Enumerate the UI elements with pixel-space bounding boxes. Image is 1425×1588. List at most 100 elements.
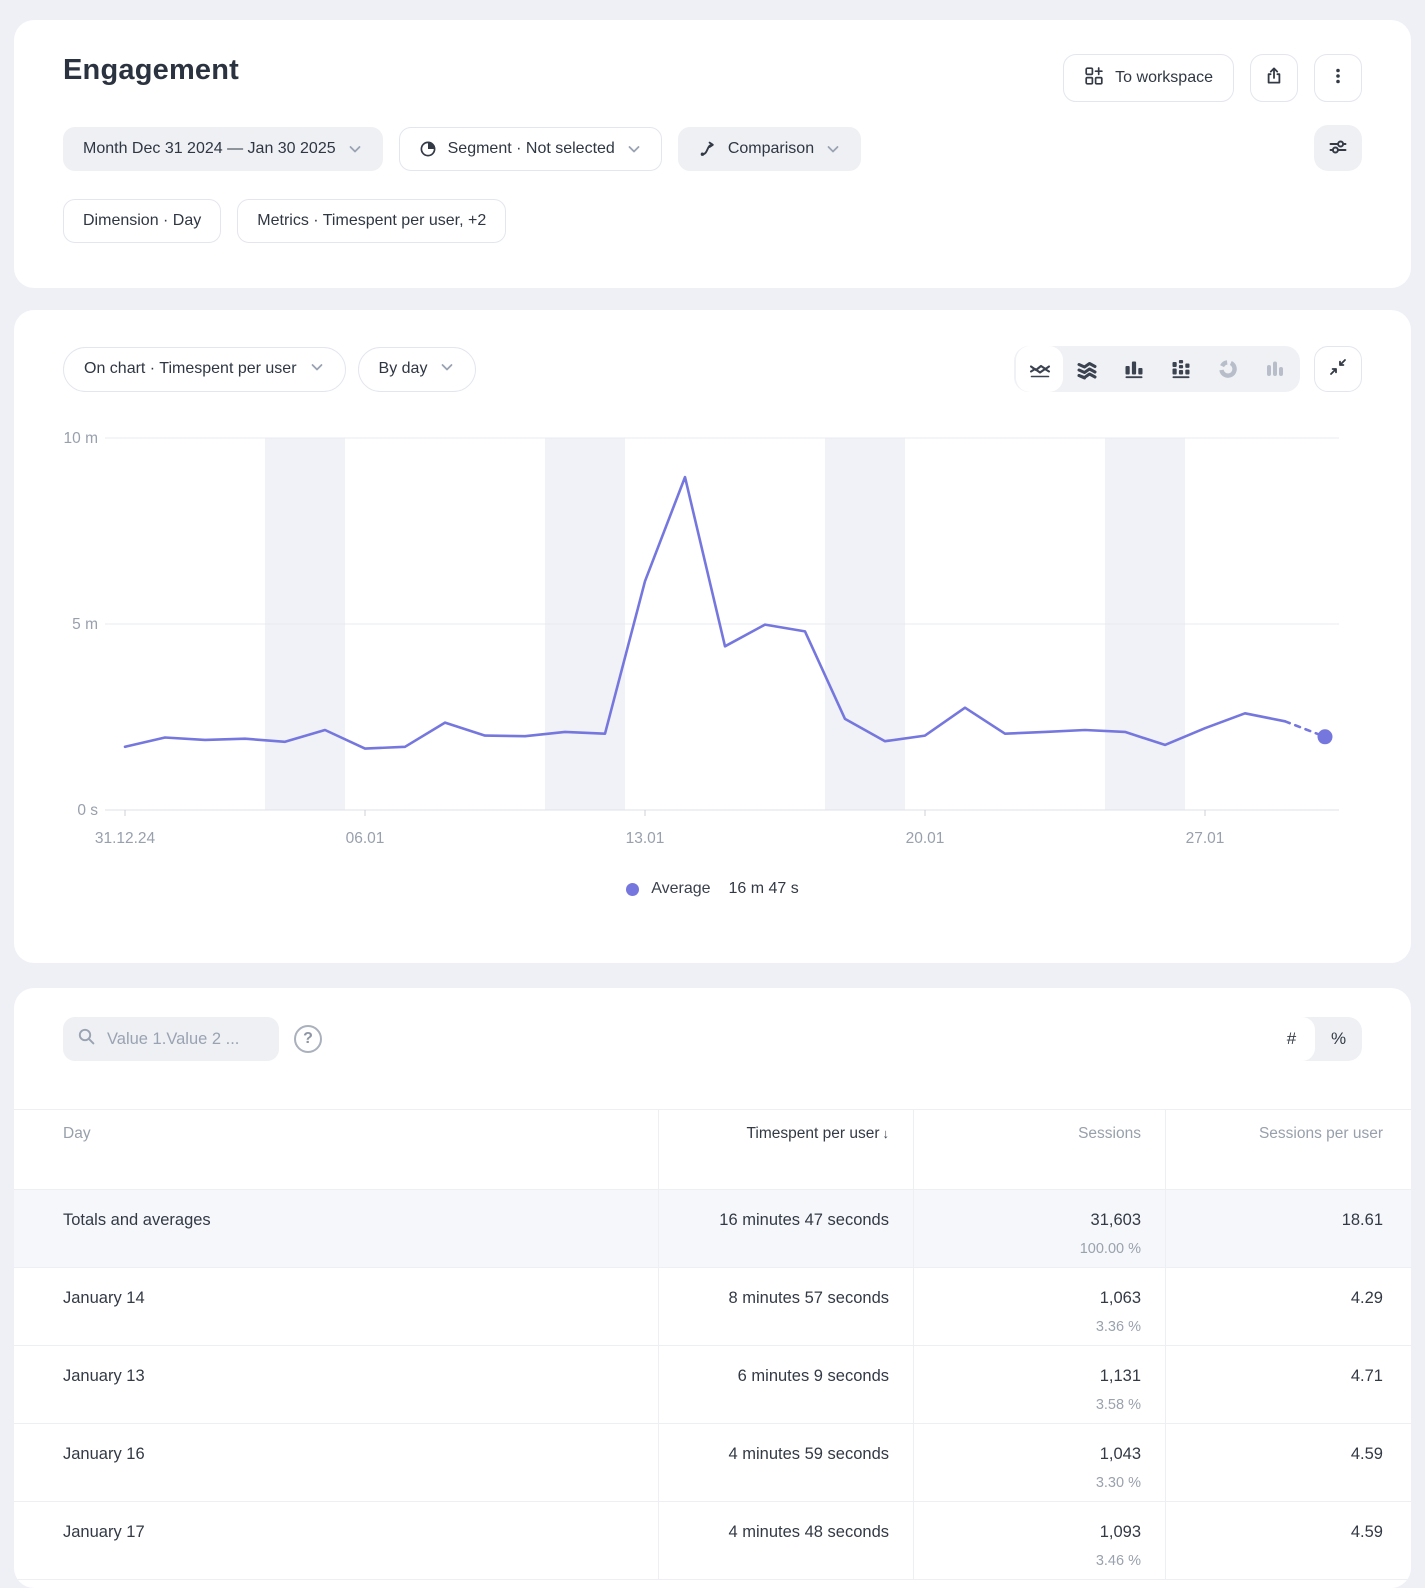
grid-plus-icon [1084,66,1104,91]
share-button[interactable] [1250,54,1298,102]
cell-sessions-per-user: 4.71 [1165,1346,1411,1423]
stacked-columns-icon [1169,357,1193,381]
month-filter-chip[interactable]: Month Dec 31 2024 — Jan 30 2025 [63,127,383,171]
to-workspace-label: To workspace [1115,69,1213,87]
cell-sessions: 1,1313.58 % [913,1346,1165,1423]
column-header-timespent[interactable]: Timespent per user↓ [658,1110,913,1189]
cell-sessions: 1,0633.36 % [913,1268,1165,1345]
help-question-icon[interactable]: ? [294,1025,322,1053]
more-menu-button[interactable] [1314,54,1362,102]
donut-chart-type-button [1204,346,1251,392]
chevron-down-icon [347,141,363,157]
header-card: Engagement To workspace [14,20,1411,288]
page: Engagement To workspace [0,0,1425,1588]
collapse-icon [1328,357,1348,382]
table-card: ? # % Day Timespent per user↓ Sessions S… [14,988,1411,1588]
comparison-filter-chip[interactable]: Comparison [678,127,861,171]
legend-dot [626,883,639,896]
chevron-down-icon [309,359,325,380]
month-filter-chip-label: Month Dec 31 2024 — Jan 30 2025 [83,140,336,158]
chart-type-group [1014,346,1300,392]
table-totals-row: Totals and averages16 minutes 47 seconds… [14,1190,1411,1268]
x-axis-tick: 20.01 [906,830,945,847]
column-header-day[interactable]: Day [14,1110,658,1189]
stacked-area-icon [1075,357,1099,381]
column-chart-type-button[interactable] [1110,346,1157,392]
y-axis-tick: 0 s [77,802,98,819]
y-axis-tick: 10 m [64,430,98,447]
cell-sessions-per-user: 4.59 [1165,1502,1411,1579]
segment-filter-chip[interactable]: Segment · Not selected [399,127,662,171]
percent-mode-button[interactable]: % [1315,1017,1362,1061]
cell-sessions-per-user: 4.29 [1165,1268,1411,1345]
granularity-label: By day [379,360,428,378]
page-title: Engagement [63,54,239,87]
segment-filter-chip-label: Segment · Not selected [448,140,615,158]
dimension-filter-chip[interactable]: Dimension · Day [63,199,221,243]
kebab-menu-icon [1328,66,1348,91]
donut-icon [1216,357,1240,381]
cell-day: January 14 [14,1268,658,1345]
x-axis-tick: 06.01 [346,830,385,847]
y-axis-tick: 5 m [72,616,98,633]
cell-timespent: 6 minutes 9 seconds [658,1346,913,1423]
x-axis-tick: 27.01 [1186,830,1225,847]
number-mode-button[interactable]: # [1268,1017,1315,1061]
current-day-point [1318,729,1333,744]
table-row[interactable]: January 174 minutes 48 seconds1,0933.46 … [14,1502,1411,1580]
chart-settings-button[interactable] [1314,125,1362,171]
cell-day: January 17 [14,1502,658,1579]
cell-day: January 13 [14,1346,658,1423]
cell-day: January 16 [14,1424,658,1501]
number-percent-toggle: # % [1268,1017,1362,1061]
on-chart-metric-dropdown[interactable]: On chart · Timespent per user [63,347,346,392]
line-chart-type-button[interactable] [1016,346,1063,392]
table-search [63,1017,279,1061]
table-row[interactable]: January 148 minutes 57 seconds1,0633.36 … [14,1268,1411,1346]
lines-icon [1028,357,1052,381]
chart-legend: Average 16 m 47 s [63,880,1362,898]
header-actions: To workspace [1063,54,1362,102]
metrics-filter-chip-label: Metrics · Timespent per user, +2 [257,212,486,230]
data-table: Day Timespent per user↓ Sessions Session… [14,1109,1411,1580]
chevron-down-icon [439,359,455,380]
cell-sessions-per-user: 18.61 [1165,1190,1411,1267]
cell-sessions: 1,0933.46 % [913,1502,1165,1579]
search-icon [77,1027,96,1051]
table-row[interactable]: January 164 minutes 59 seconds1,0433.30 … [14,1424,1411,1502]
on-chart-metric-label: On chart · Timespent per user [84,360,297,378]
histogram-chart-type-button [1251,346,1298,392]
table-row[interactable]: January 136 minutes 9 seconds1,1313.58 %… [14,1346,1411,1424]
columns-icon [1122,357,1146,381]
chevron-down-icon [825,141,841,157]
legend-value: 16 m 47 s [729,880,799,898]
granularity-dropdown[interactable]: By day [358,347,477,392]
search-input[interactable] [105,1029,265,1050]
cell-sessions: 31,603100.00 % [913,1190,1165,1267]
histogram-icon [1263,357,1287,381]
chart-toolbar: On chart · Timespent per user By day [63,310,1362,392]
cell-timespent: 16 minutes 47 seconds [658,1190,913,1267]
cell-day: Totals and averages [14,1190,658,1267]
comparison-icon [698,140,717,159]
dimension-filter-chip-label: Dimension · Day [83,212,201,230]
chart-card: On chart · Timespent per user By day [14,310,1411,963]
stacked-area-chart-type-button[interactable] [1063,346,1110,392]
sort-desc-icon: ↓ [883,1126,890,1141]
segment-pie-icon [419,140,437,158]
column-header-sessions-per-user[interactable]: Sessions per user [1165,1110,1411,1189]
filters-row-2: Dimension · Day Metrics · Timespent per u… [63,199,1362,243]
comparison-filter-chip-label: Comparison [728,140,814,158]
x-axis-tick: 31.12.24 [95,830,156,847]
table-body: Totals and averages16 minutes 47 seconds… [14,1190,1411,1580]
chevron-down-icon [626,141,642,157]
x-axis-tick: 13.01 [626,830,665,847]
metrics-filter-chip[interactable]: Metrics · Timespent per user, +2 [237,199,506,243]
legend-label: Average [651,880,710,898]
to-workspace-button[interactable]: To workspace [1063,54,1234,102]
share-icon [1264,66,1284,91]
column-header-sessions[interactable]: Sessions [913,1110,1165,1189]
stacked-column-chart-type-button[interactable] [1157,346,1204,392]
collapse-chart-button[interactable] [1314,346,1362,392]
chart-plot[interactable]: 10 m 5 m 0 s 31.12.24 06.01 13.01 20.01 27.01 [63,414,1362,854]
